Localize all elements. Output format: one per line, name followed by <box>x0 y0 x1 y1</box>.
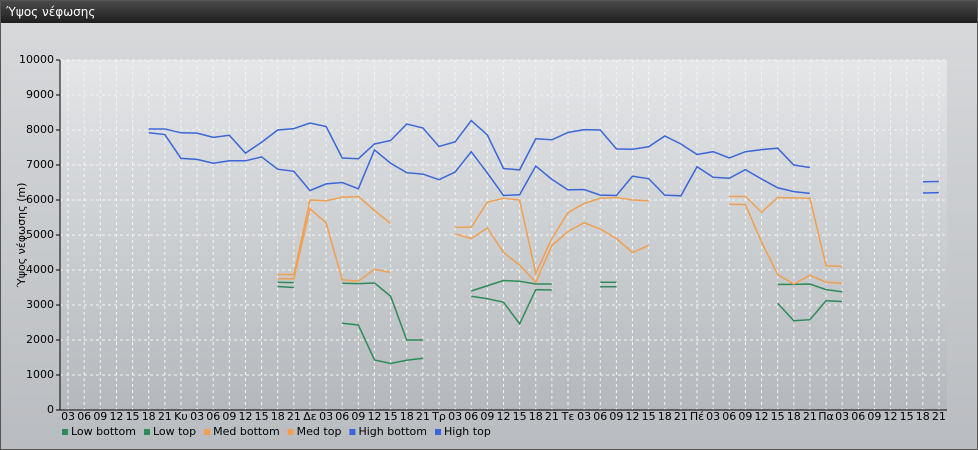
x-tick-label: 12 <box>884 410 898 423</box>
x-tick-label: Δε <box>303 410 317 423</box>
x-tick-label: Τρ <box>431 410 446 423</box>
x-tick-label: 18 <box>400 410 414 423</box>
x-tick-label: 15 <box>384 410 398 423</box>
series-line <box>277 285 843 365</box>
x-tick-label: 18 <box>142 410 156 423</box>
series-line <box>148 119 939 183</box>
x-tick-label: 15 <box>771 410 785 423</box>
legend-swatch <box>349 429 356 435</box>
x-tick-label: 09 <box>867 410 881 423</box>
x-tick-label: 06 <box>464 410 478 423</box>
x-tick-label: Πέ <box>690 410 704 423</box>
x-tick-label: 15 <box>126 410 140 423</box>
legend-label: High top <box>444 425 491 438</box>
legend-label: Med bottom <box>213 425 280 438</box>
x-tick-label: 12 <box>109 410 123 423</box>
y-tick-label: 10000 <box>19 53 54 66</box>
chart: Ύψος νέφωσης (m) 0 1000 2000 3000 4000 5000 60… <box>15 53 947 438</box>
y-axis-label: Ύψος νέφωσης (m) <box>15 183 28 289</box>
legend-swatch <box>143 429 150 435</box>
y-tick-label: 3000 <box>26 298 54 311</box>
legend-label: Low bottom <box>71 425 136 438</box>
series-line <box>277 203 843 285</box>
legend-label: High bottom <box>358 425 427 438</box>
x-tick-label: 21 <box>158 410 172 423</box>
x-tick-label: Πα <box>818 410 834 423</box>
x-tick-label: 12 <box>755 410 769 423</box>
x-tick-label: 18 <box>787 410 801 423</box>
x-tick-label: 06 <box>722 410 736 423</box>
x-tick-label: 21 <box>932 410 946 423</box>
y-tick-label: 0 <box>47 403 54 416</box>
legend-swatch <box>204 429 211 435</box>
legend-swatch <box>435 429 441 435</box>
x-tick-label: 09 <box>480 410 494 423</box>
series-line <box>277 279 843 341</box>
x-tick-label: 18 <box>658 410 672 423</box>
x-tick-label: 06 <box>593 410 607 423</box>
legend-swatch <box>62 429 68 435</box>
x-tick-label: 15 <box>900 410 914 423</box>
x-tick-label: 09 <box>93 410 107 423</box>
x-tick-label: 06 <box>335 410 349 423</box>
y-tick-label: 7000 <box>26 158 54 171</box>
x-tick-label: 15 <box>642 410 656 423</box>
legend-label: Med top <box>297 425 342 438</box>
x-tick-label: 18 <box>916 410 930 423</box>
x-tick-label: 21 <box>803 410 817 423</box>
x-tick-label: 09 <box>222 410 236 423</box>
x-tick-label: 09 <box>738 410 752 423</box>
x-tick-label: Τε <box>561 410 575 423</box>
x-tick-label: 18 <box>529 410 543 423</box>
y-tick-label: 6000 <box>26 193 54 206</box>
x-tick-label: 21 <box>545 410 559 423</box>
x-tick-label: Κυ <box>174 410 188 423</box>
x-tick-label: 03 <box>577 410 591 423</box>
x-tick-label: 15 <box>255 410 269 423</box>
x-tick-label: 12 <box>626 410 640 423</box>
x-tick-label: 03 <box>319 410 333 423</box>
x-tick-label: 03 <box>190 410 204 423</box>
x-tick-label: 12 <box>367 410 381 423</box>
x-tick-label: 21 <box>674 410 688 423</box>
x-tick-label: 06 <box>77 410 91 423</box>
x-tick-label: 03 <box>835 410 849 423</box>
x-tick-label: 06 <box>206 410 220 423</box>
legend-label: Low top <box>153 425 196 438</box>
x-tick-label: 03 <box>706 410 720 423</box>
series-line <box>277 195 843 276</box>
x-tick-label: 03 <box>448 410 462 423</box>
x-tick-label: 18 <box>271 410 285 423</box>
x-tick-label: 21 <box>287 410 301 423</box>
y-tick-label: 4000 <box>26 263 54 276</box>
x-tick-label: 12 <box>497 410 511 423</box>
legend-swatch <box>287 429 294 435</box>
y-tick-label: 2000 <box>26 333 54 346</box>
x-tick-label: 21 <box>416 410 430 423</box>
x-tick-label: 15 <box>513 410 527 423</box>
y-tick-label: 1000 <box>26 368 54 381</box>
x-tick-label: 06 <box>851 410 865 423</box>
x-tick-label: 09 <box>351 410 365 423</box>
x-tick-label: 03 <box>61 410 75 423</box>
window-title: Ύψος νέφωσης <box>1 1 977 23</box>
x-tick-label: 12 <box>238 410 252 423</box>
x-tick-label: 09 <box>609 410 623 423</box>
y-tick-label: 8000 <box>26 123 54 136</box>
y-tick-label: 9000 <box>26 88 54 101</box>
y-tick-label: 5000 <box>26 228 54 241</box>
series-line <box>148 132 939 197</box>
